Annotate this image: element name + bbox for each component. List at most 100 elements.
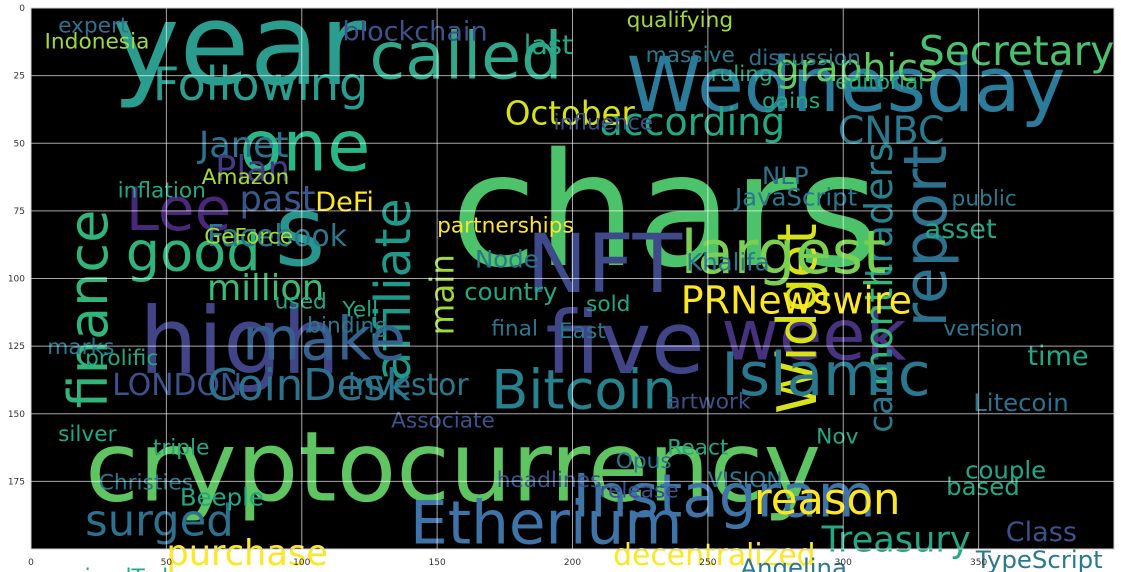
cloud-word: qualifying (627, 8, 733, 33)
cloud-word: finance (57, 210, 120, 409)
cloud-word: Wednesday (627, 41, 1066, 129)
cloud-word: week (721, 295, 906, 377)
cloud-word: Amazon (202, 165, 290, 190)
cloud-word: based (946, 472, 1020, 501)
cloud-word: according (600, 100, 786, 144)
cloud-word: PRNewswire (681, 279, 912, 323)
cloud-word: final (491, 316, 538, 341)
cloud-word: Associate (391, 408, 495, 433)
cloud-word: Secretary (919, 27, 1114, 75)
cloud-word: React (667, 435, 728, 460)
cloud-word: massive (646, 43, 735, 68)
cloud-word: JavaScript (733, 182, 857, 211)
cloud-word: version (943, 316, 1022, 341)
x-tick-label: 350 (970, 558, 987, 568)
cloud-word: Plan (215, 149, 290, 190)
cloud-word: affiliate (366, 198, 422, 381)
cloud-word: month (857, 264, 901, 387)
cloud-word: NLP (762, 161, 809, 190)
y-tick-label: 25 (14, 72, 25, 82)
y-tick-label: 100 (8, 275, 25, 285)
cloud-word: Bitcoin (491, 358, 677, 421)
cloud-word: Opus (616, 449, 672, 474)
x-tick-label: 300 (835, 558, 852, 568)
y-tick-label: 175 (8, 477, 25, 487)
cloud-word: East (559, 319, 606, 344)
cloud-word: high (139, 288, 340, 395)
cloud-word: five (545, 294, 704, 394)
cloud-word: asset (924, 214, 996, 245)
cloud-word: triple (153, 435, 210, 460)
cloud-word: blockchain (342, 16, 487, 47)
x-tick-label: 200 (564, 558, 581, 568)
cloud-word: discussion (748, 46, 860, 71)
cloud-word: Litecoin (973, 388, 1069, 417)
cloud-word: purchase (166, 533, 328, 572)
y-tick-label: 50 (14, 139, 26, 149)
cloud-word: one (239, 105, 370, 187)
cloud-word: CNBC (838, 108, 945, 152)
cloud-word: release (600, 479, 679, 504)
cloud-word: past (239, 179, 315, 220)
cloud-word: VISION (708, 468, 783, 493)
cloud-word: Following (153, 57, 368, 111)
cloud-word: Lee (126, 176, 231, 245)
y-tick-label: 125 (8, 342, 25, 352)
cloud-word: Janet (197, 125, 289, 166)
cloud-word: Node (475, 245, 539, 274)
cloud-word: public (952, 186, 1017, 211)
cloud-word: chars (451, 120, 879, 303)
cloud-word: partnerships (437, 214, 574, 239)
cloud-word: editorial (835, 70, 924, 95)
cloud-word: Class (1006, 517, 1077, 548)
cloud-word: artwork (667, 389, 751, 414)
cloud-word: CoinDesk (207, 361, 411, 411)
x-tick-label: 100 (293, 558, 310, 568)
cloud-word: DeFi (315, 187, 374, 218)
cloud-word: country (464, 277, 557, 306)
cloud-word: silver (58, 422, 117, 447)
y-tick-label: 75 (14, 207, 25, 217)
x-tick-label: 50 (161, 558, 173, 568)
cloud-word: gains (762, 89, 820, 114)
cloud-word: Treasury (821, 520, 971, 561)
cloud-word: million (207, 268, 324, 309)
y-tick-label: 0 (19, 4, 25, 14)
cloud-word: card (862, 361, 900, 432)
cloud-word: largest (681, 219, 886, 288)
cloud-word: expert (58, 13, 128, 38)
cloud-word: Angelina (740, 553, 847, 572)
x-tick-label: 250 (699, 558, 716, 568)
cloud-word: decentralized (613, 538, 815, 572)
cloud-word: Christies (99, 470, 193, 495)
cloud-word: used (275, 289, 327, 314)
cloud-word: minedToday (63, 565, 194, 572)
cloud-word: GeForce (204, 224, 293, 249)
cloud-word: Instagram (573, 463, 876, 532)
cloud-word: Nov (816, 425, 858, 450)
cloud-word: headlines (497, 468, 602, 493)
cloud-word: reason (754, 475, 901, 525)
cloud-word: year (112, 0, 366, 111)
cloud-word: graphics (776, 46, 938, 90)
cloud-word: NFT (526, 218, 682, 312)
cloud-word: prolific (85, 346, 158, 371)
cloud-word: report (892, 145, 961, 327)
y-tick-label: 150 (8, 410, 25, 420)
cloud-word: binding (307, 314, 388, 339)
cloud-word: Facebook (207, 219, 348, 254)
plot-frame (30, 7, 1115, 550)
x-tick-label: 150 (429, 558, 446, 568)
cloud-word: LONDON (112, 368, 242, 403)
word-layer: chars cryptocurrency year called Wednesday on… (45, 0, 1115, 572)
cloud-word: Khalifa (686, 247, 770, 276)
cloud-word: inflation (118, 178, 206, 203)
cloud-word: October (505, 94, 636, 132)
cloud-word: ruling (711, 62, 773, 87)
cloud-word: Beeple (180, 483, 264, 512)
cloud-word: sold (586, 292, 630, 317)
cloud-word: Yell (341, 297, 378, 322)
cloud-word: marks (47, 335, 114, 360)
cloud-word: Indonesia (45, 30, 150, 55)
